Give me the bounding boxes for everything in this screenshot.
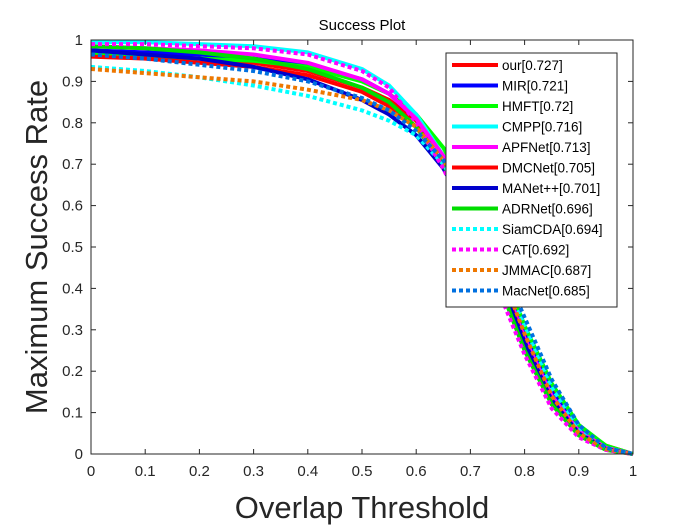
x-tick-label-3: 0.3 — [243, 463, 264, 480]
legend-label-6: MANet++[0.701] — [502, 181, 600, 196]
legend-label-8: SiamCDA[0.694] — [502, 222, 603, 237]
legend-label-10: JMMAC[0.687] — [502, 263, 591, 278]
x-tick-label-8: 0.8 — [514, 463, 535, 480]
y-tick-label-9: 0.9 — [62, 73, 83, 90]
series-layer — [90, 40, 634, 456]
x-tick-label-6: 0.6 — [406, 463, 427, 480]
y-tick-label-8: 0.8 — [62, 115, 83, 132]
x-tick-label-7: 0.7 — [460, 463, 481, 480]
x-axis-label: Overlap Threshold — [235, 490, 489, 525]
y-tick-label-1: 0.1 — [62, 405, 83, 422]
x-tick-label-2: 0.2 — [189, 463, 210, 480]
x-tick-label-10: 1 — [629, 463, 637, 480]
legend-label-5: DMCNet[0.705] — [502, 161, 595, 176]
legend-label-9: CAT[0.692] — [502, 243, 569, 258]
legend-box — [445, 52, 618, 308]
legend-label-0: our[0.727] — [502, 58, 563, 73]
series-line-8 — [90, 64, 634, 456]
chart-title: Success Plot — [319, 17, 407, 34]
legend-label-2: HMFT[0.72] — [502, 99, 573, 114]
x-tick-label-9: 0.9 — [568, 463, 589, 480]
x-tick-label-4: 0.4 — [297, 463, 318, 480]
y-tick-label-6: 0.6 — [62, 198, 83, 215]
legend-label-4: APFNet[0.713] — [502, 140, 591, 155]
series-line-9 — [91, 42, 634, 456]
y-tick-label-0: 0 — [75, 446, 83, 463]
legend-label-1: MIR[0.721] — [502, 79, 568, 94]
tick-layer: 0 0.1 0.2 0.3 0.4 0.5 0.6 0.7 0.8 0.9 1 0 0.1 0.2 0.3 0… — [62, 32, 637, 480]
legend-label-7: ADRNet[0.696] — [502, 202, 593, 217]
y-tick-label-2: 0.2 — [62, 363, 83, 380]
y-tick-label-3: 0.3 — [62, 322, 83, 339]
legend-label-3: CMPP[0.716] — [502, 120, 582, 135]
x-tick-label-0: 0 — [87, 463, 95, 480]
legend: our[0.727] MIR[0.721] HMFT[0.72] CMPP[0.716… — [445, 52, 618, 308]
series-line-10 — [90, 67, 634, 456]
y-tick-label-4: 0.4 — [62, 280, 83, 297]
x-tick-label-5: 0.5 — [352, 463, 373, 480]
y-tick-label-7: 0.7 — [62, 156, 83, 173]
y-tick-label-10: 1 — [75, 32, 83, 49]
series-line-11 — [90, 52, 634, 456]
y-tick-label-5: 0.5 — [62, 239, 83, 256]
y-axis-label: Maximum Success Rate — [19, 80, 54, 414]
x-tick-label-1: 0.1 — [135, 463, 156, 480]
legend-label-11: MacNet[0.685] — [502, 284, 590, 299]
